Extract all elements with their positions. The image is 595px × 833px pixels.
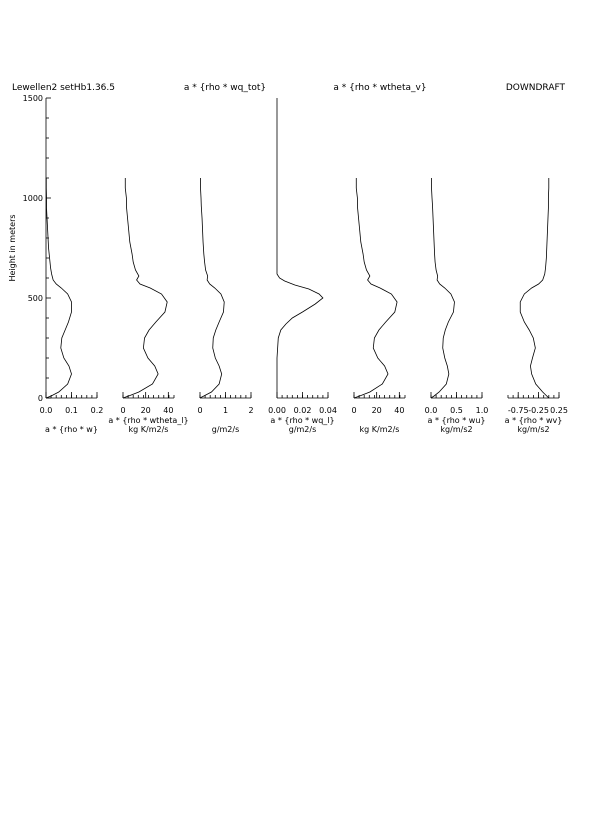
profile-curve	[519, 178, 550, 399]
x-tick-label: 0	[197, 406, 202, 415]
header-right: DOWNDRAFT	[506, 83, 566, 93]
x-tick-label: -0.75	[508, 406, 529, 415]
x-tick-label: 1	[223, 406, 228, 415]
x-tick-label: 0.0	[425, 406, 438, 415]
profile-curve	[45, 178, 72, 399]
panel-4: 0.00 0.02 0.04a * {rho * wq_l}g/m2/s	[268, 98, 337, 434]
x-tick-label: 0	[351, 406, 356, 415]
x-axis-unit: kg/m/s2	[440, 425, 472, 434]
x-tick-label: 0.25	[550, 406, 568, 415]
x-tick-label: 0.0	[40, 406, 53, 415]
x-tick-label: 20	[141, 406, 151, 415]
y-tick-label: 500	[28, 294, 43, 303]
x-tick-label: 2	[248, 406, 253, 415]
x-axis-label: kg K/m2/s	[360, 425, 400, 434]
panel-1: 0.0 0.1 0.2 a * {rho * w}	[40, 178, 104, 434]
x-axis-label: a * {rho * w}	[45, 425, 98, 434]
x-axis-unit: g/m2/s	[289, 425, 317, 434]
panel-2: 0 20 40a * {rho * wtheta_l}kg K/m2/s	[108, 178, 189, 434]
x-tick-label: 40	[394, 406, 404, 415]
x-axis-unit: kg/m/s2	[517, 425, 549, 434]
x-tick-label: 0	[120, 406, 125, 415]
header-center1: a * {rho * wq_tot}	[184, 83, 266, 93]
header-center2: a * {rho * wtheta_v}	[333, 83, 426, 93]
profile-curve	[430, 178, 455, 399]
x-tick-label: 0.5	[450, 406, 463, 415]
y-axis-label: Height in meters	[8, 214, 17, 281]
profile-curve	[199, 178, 225, 399]
x-tick-label: 1.0	[476, 406, 489, 415]
x-axis-label: a * {rho * wu}	[428, 416, 486, 425]
panels: 0.0 0.1 0.2a * {rho * w}0 20 40a * {rho * wt…	[40, 98, 568, 434]
x-tick-label: 0.1	[65, 406, 78, 415]
x-axis-label: a * {rho * wq_l}	[270, 416, 334, 425]
x-axis-label: a * {rho * wtheta_l}	[108, 416, 188, 425]
x-tick-label: 0.2	[91, 406, 104, 415]
x-axis-unit: kg K/m2/s	[129, 425, 169, 434]
panel-6: 0.0 0.5 1.0a * {rho * wu}kg/m/s2	[425, 178, 489, 434]
x-tick-label: 40	[163, 406, 173, 415]
x-axis-label: a * {rho * wv}	[505, 416, 563, 425]
x-tick-label: 0.00	[268, 406, 286, 415]
header-left: Lewellen2 setHb1.36.5	[12, 83, 115, 93]
y-axis: 0 500 1000 1500 Height in meters	[8, 94, 51, 403]
profile-curve	[276, 98, 324, 398]
profile-curve	[122, 178, 168, 399]
panel-7: -0.75 -0.25 0.25a * {rho * wv}kg/m/s2	[505, 178, 568, 434]
y-tick-label: 1500	[23, 94, 43, 103]
x-axis-label: g/m2/s	[212, 425, 240, 434]
x-tick-label: 0.02	[294, 406, 312, 415]
y-tick-label: 0	[38, 394, 43, 403]
panel-5: 0 20 40 kg K/m2/s	[351, 178, 406, 434]
x-tick-label: 20	[372, 406, 382, 415]
x-tick-label: -0.25	[528, 406, 549, 415]
y-tick-label: 1000	[23, 194, 43, 203]
x-tick-label: 0.04	[319, 406, 337, 415]
profile-curve	[353, 178, 398, 399]
y-ticks: 0 500 1000 1500	[23, 94, 51, 403]
panel-3: 0 1 2 g/m2/s	[197, 178, 254, 434]
